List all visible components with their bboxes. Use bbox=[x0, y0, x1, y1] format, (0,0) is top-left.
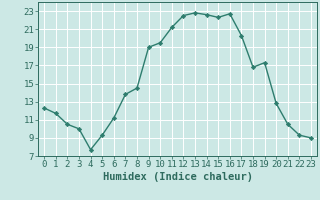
X-axis label: Humidex (Indice chaleur): Humidex (Indice chaleur) bbox=[103, 172, 252, 182]
